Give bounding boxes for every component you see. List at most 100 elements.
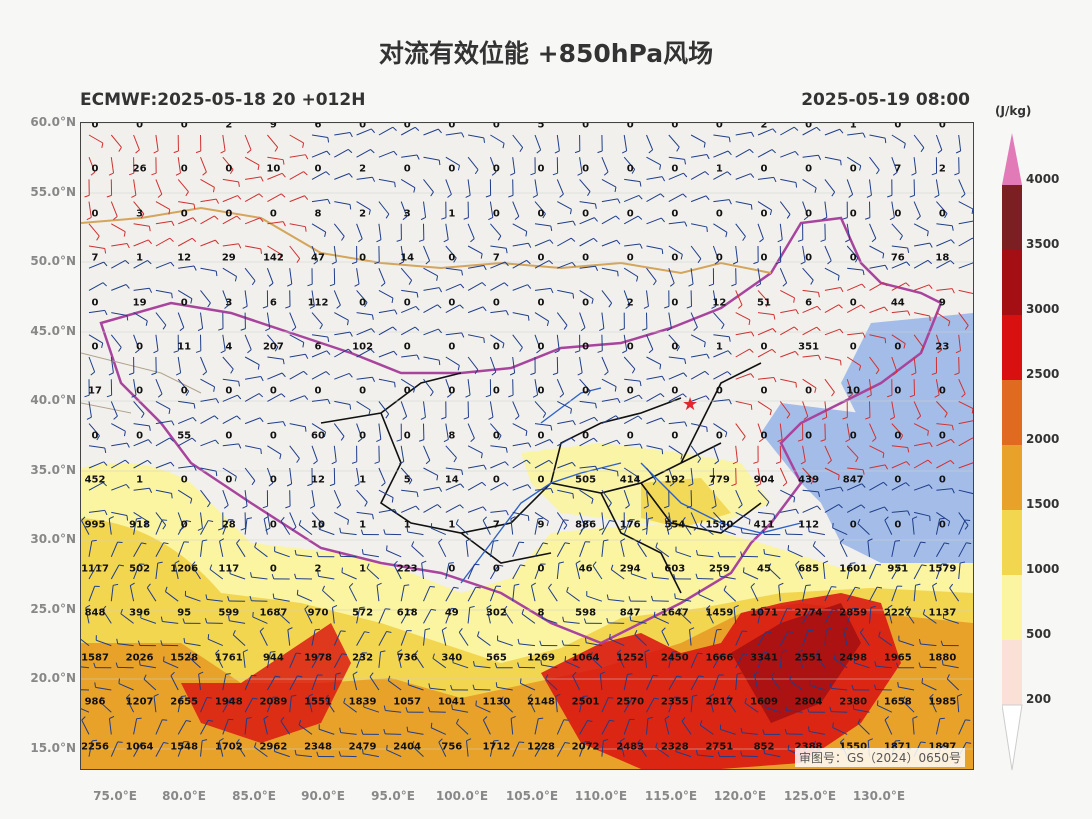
- wind-barb: [423, 304, 438, 314]
- wind-barb-tick: [197, 328, 203, 332]
- wind-barb-tick: [580, 327, 586, 332]
- wind-barb: [229, 573, 246, 580]
- wind-barb-tick: [171, 420, 175, 426]
- wind-barb-tick: [571, 262, 576, 267]
- wind-barb: [958, 334, 962, 351]
- wind-barb: [735, 653, 744, 669]
- wind-barb-tick: [659, 164, 662, 170]
- cape-value: 986: [84, 696, 106, 708]
- wind-barb: [958, 489, 973, 495]
- wind-barb: [289, 512, 297, 528]
- wind-barb: [88, 564, 98, 580]
- wind-barb: [185, 595, 201, 602]
- wind-barb-tick: [175, 172, 181, 176]
- wind-barb: [155, 519, 163, 535]
- wind-barb-tick: [889, 216, 895, 221]
- wind-barb-tick: [313, 260, 318, 265]
- wind-barb: [411, 545, 424, 558]
- wind-barb-tick: [414, 326, 420, 331]
- wind-barb-tick: [680, 254, 683, 260]
- cape-value: 0: [582, 430, 590, 442]
- map-panel[interactable]: 0002960000500002010000260010020000000100…: [80, 122, 974, 770]
- wind-barb: [958, 462, 973, 469]
- cape-value: 0: [760, 163, 768, 175]
- wind-barb: [378, 608, 386, 624]
- wind-barb: [111, 423, 126, 432]
- wind-barb-tick: [857, 518, 861, 524]
- wind-barb: [958, 437, 973, 447]
- wind-barb-tick: [619, 328, 625, 331]
- wind-barb-tick: [711, 505, 717, 509]
- wind-barb-tick: [457, 365, 460, 371]
- wind-barb: [111, 511, 128, 517]
- wind-barb: [289, 171, 304, 180]
- wind-barb: [579, 437, 594, 447]
- wind-barb: [219, 541, 224, 557]
- wind-barb: [209, 568, 224, 580]
- wind-barb: [884, 519, 893, 535]
- wind-barb-tick: [815, 650, 820, 655]
- wind-barb-tick: [126, 515, 129, 521]
- wind-barb: [490, 134, 505, 144]
- cape-value: 6: [314, 341, 322, 353]
- wind-barb-tick: [740, 527, 743, 533]
- cape-value: 0: [91, 430, 99, 442]
- wind-barb: [200, 356, 208, 372]
- wind-barb: [445, 587, 455, 602]
- wind-barb: [140, 664, 156, 669]
- cape-value: 0: [269, 430, 277, 442]
- wind-barb: [421, 563, 424, 580]
- cape-value: 51: [757, 297, 771, 309]
- wind-barb-tick: [207, 502, 211, 508]
- wind-barb-tick: [742, 630, 748, 632]
- wind-barb: [757, 328, 773, 336]
- wind-barb: [489, 157, 497, 173]
- wind-barb: [155, 379, 163, 395]
- wind-barb-tick: [648, 517, 654, 520]
- wind-barb-tick: [700, 520, 703, 526]
- wind-barb-tick: [775, 261, 781, 265]
- wind-barb: [242, 651, 246, 668]
- wind-barb-tick: [327, 399, 331, 405]
- wind-barb: [958, 400, 973, 409]
- wind-barb-tick: [865, 416, 871, 420]
- wind-barb: [700, 524, 714, 536]
- wind-barb-tick: [912, 516, 918, 520]
- wind-barb-tick: [137, 640, 141, 646]
- wind-barb: [401, 305, 417, 314]
- wind-barb-tick: [916, 215, 921, 220]
- wind-barb-tick: [497, 235, 502, 241]
- wind-barb-tick: [794, 151, 799, 156]
- wind-barb-tick: [436, 475, 439, 481]
- wind-barb: [545, 678, 558, 691]
- wind-barb-tick: [371, 314, 374, 320]
- wind-barb-tick: [148, 226, 151, 232]
- wind-barb-tick: [920, 147, 925, 153]
- wind-barb-tick: [125, 694, 131, 699]
- wind-barb: [267, 172, 283, 180]
- wind-barb-tick: [594, 203, 597, 209]
- wind-barb: [601, 290, 613, 304]
- wind-barb: [489, 201, 494, 218]
- cape-value: 0: [671, 163, 679, 175]
- wind-barb-tick: [297, 675, 303, 678]
- wind-barb-tick: [703, 342, 706, 348]
- wind-barb-tick: [81, 516, 86, 521]
- wind-barb-tick: [559, 193, 564, 198]
- wind-barb-tick: [483, 137, 485, 143]
- lon-label: 75.0°E: [93, 789, 137, 803]
- wind-barb: [869, 223, 877, 239]
- wind-barb: [311, 423, 326, 433]
- cape-value: 302: [485, 607, 507, 619]
- wind-barb-tick: [227, 596, 230, 602]
- wind-barb: [824, 128, 841, 136]
- wind-barb: [133, 312, 148, 322]
- wind-barb: [245, 245, 261, 250]
- wind-barb-tick: [765, 631, 771, 634]
- wind-barb: [289, 353, 306, 358]
- wind-barb-tick: [546, 320, 550, 327]
- wind-barb-tick: [635, 476, 639, 482]
- wind-barb-tick: [480, 253, 483, 259]
- wind-barb-tick: [430, 722, 433, 728]
- wind-barb: [184, 642, 201, 647]
